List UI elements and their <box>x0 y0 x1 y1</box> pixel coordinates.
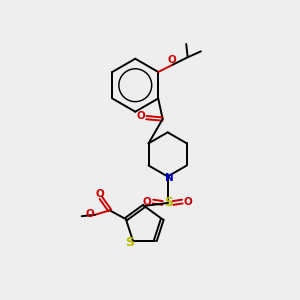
Text: N: N <box>165 173 173 183</box>
Text: O: O <box>184 196 193 206</box>
Text: O: O <box>136 111 145 121</box>
Text: O: O <box>143 196 152 206</box>
Text: O: O <box>168 55 177 65</box>
Text: S: S <box>164 196 173 209</box>
Text: O: O <box>95 189 104 199</box>
Text: O: O <box>85 209 94 219</box>
Text: S: S <box>125 236 134 248</box>
